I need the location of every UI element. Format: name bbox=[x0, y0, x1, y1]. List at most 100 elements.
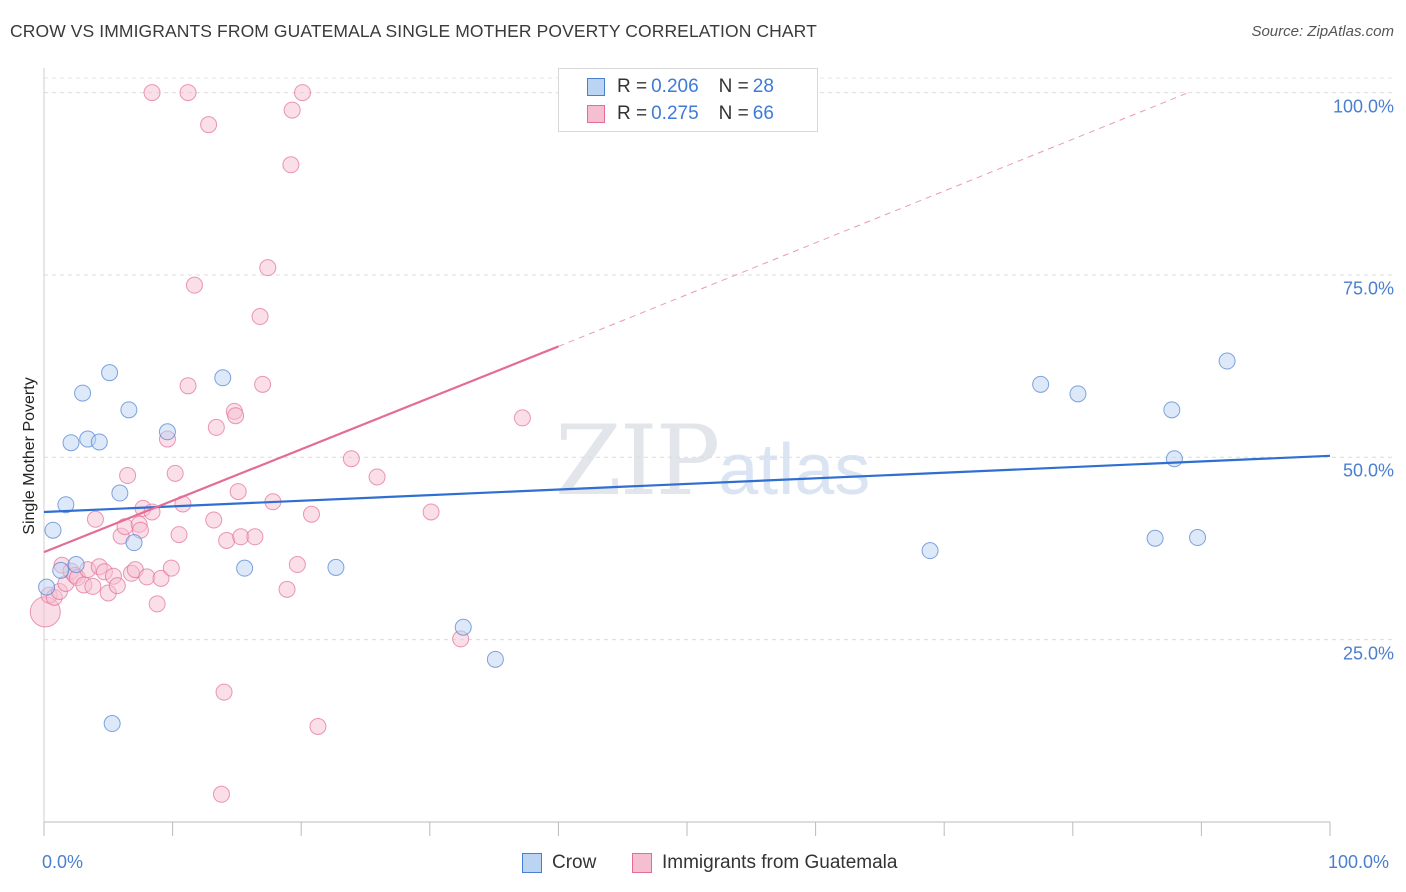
legend-crow-label: Crow bbox=[552, 852, 597, 873]
y-tick-label-2: 75.0% bbox=[1342, 278, 1394, 299]
guatemala-point-36 bbox=[185, 276, 203, 294]
guatemala-trend-line bbox=[43, 345, 559, 554]
guatemala-point-56 bbox=[288, 556, 306, 574]
guatemala-point-38 bbox=[200, 116, 218, 134]
legend-guatemala: Immigrants from Guatemala bbox=[632, 850, 897, 876]
guatemala-point-47 bbox=[232, 528, 250, 546]
crow-point-25 bbox=[1165, 450, 1183, 468]
legend-guatemala-swatch bbox=[632, 853, 652, 873]
crow-n-label: N = bbox=[718, 76, 749, 97]
guatemala-point-55 bbox=[283, 101, 301, 119]
legend-row-guatemala: R = 0.275 N = 66 bbox=[587, 102, 774, 126]
crow-point-19 bbox=[486, 650, 504, 668]
crow-r-label: R = bbox=[617, 76, 648, 97]
crow-point-20 bbox=[921, 542, 939, 560]
guatemala-point-45 bbox=[227, 407, 245, 425]
guatemala-point-51 bbox=[259, 259, 277, 277]
guatemala-point-58 bbox=[302, 505, 320, 523]
watermark-atlas: atlas bbox=[718, 430, 871, 510]
crow-point-24 bbox=[1163, 401, 1181, 419]
guatemala-point-62 bbox=[422, 503, 440, 521]
guatemala-point-12 bbox=[86, 510, 104, 528]
crow-point-14 bbox=[158, 423, 176, 441]
crow-point-8 bbox=[90, 433, 108, 451]
guatemala-point-32 bbox=[170, 526, 188, 544]
x-tick-max: 100.0% bbox=[1328, 852, 1390, 872]
guatemala-point-59 bbox=[309, 717, 327, 735]
watermark: ZIPatlas bbox=[555, 405, 870, 517]
guatemala-point-30 bbox=[162, 559, 180, 577]
guatemala-point-28 bbox=[152, 569, 170, 587]
crow-point-17 bbox=[327, 558, 345, 576]
crow-point-23 bbox=[1146, 529, 1164, 547]
guatemala-point-61 bbox=[368, 468, 386, 486]
guatemala-point-25 bbox=[138, 568, 156, 586]
guatemala-point-11 bbox=[84, 577, 102, 595]
crow-point-4 bbox=[62, 434, 80, 452]
crow-point-3 bbox=[57, 496, 75, 514]
guatemala-point-46 bbox=[229, 483, 247, 501]
guatemala-point-48 bbox=[246, 528, 264, 546]
watermark-zip: ZIP bbox=[555, 405, 720, 517]
guatemala-n-value: 66 bbox=[752, 103, 774, 124]
legend-guatemala-label: Immigrants from Guatemala bbox=[662, 852, 898, 873]
guatemala-point-39 bbox=[205, 511, 223, 529]
guatemala-point-41 bbox=[212, 785, 230, 803]
crow-point-15 bbox=[214, 369, 232, 387]
guatemala-point-53 bbox=[278, 580, 296, 598]
source-label: Source: ZipAtlas.com bbox=[1251, 23, 1394, 40]
guatemala-point-20 bbox=[119, 467, 137, 485]
guatemala-point-34 bbox=[143, 84, 161, 102]
y-axis-label: Single Mother Poverty bbox=[21, 377, 38, 535]
crow-point-0 bbox=[38, 578, 56, 596]
guatemala-point-49 bbox=[251, 308, 269, 326]
crow-point-27 bbox=[1218, 352, 1236, 370]
guatemala-point-50 bbox=[254, 375, 272, 393]
crow-swatch bbox=[587, 78, 605, 96]
crow-point-10 bbox=[103, 715, 121, 733]
crow-point-26 bbox=[1189, 529, 1207, 547]
guatemala-point-43 bbox=[218, 531, 236, 549]
crow-point-2 bbox=[52, 561, 70, 579]
guatemala-r-label: R = bbox=[617, 103, 648, 124]
guatemala-point-54 bbox=[282, 156, 300, 174]
crow-point-22 bbox=[1069, 385, 1087, 403]
y-tick-label-0: 25.0% bbox=[1342, 643, 1394, 664]
guatemala-n-label: N = bbox=[718, 103, 749, 124]
legend-row-crow: R = 0.206 N = 28 bbox=[587, 75, 774, 99]
guatemala-point-31 bbox=[166, 464, 184, 482]
guatemala-point-37 bbox=[179, 84, 197, 102]
guatemala-trend-extension bbox=[558, 92, 1189, 347]
y-tick-label-1: 50.0% bbox=[1342, 460, 1394, 481]
crow-n-value: 28 bbox=[752, 76, 774, 97]
guatemala-point-57 bbox=[293, 84, 311, 102]
crow-trend-line bbox=[43, 454, 1331, 514]
guatemala-point-60 bbox=[342, 450, 360, 468]
guatemala-point-40 bbox=[207, 418, 225, 436]
crow-point-13 bbox=[125, 534, 143, 552]
crow-point-9 bbox=[101, 364, 119, 382]
legend-crow-swatch bbox=[522, 853, 542, 873]
guatemala-point-35 bbox=[179, 377, 197, 395]
guatemala-swatch bbox=[587, 105, 605, 123]
x-tick-min: 0.0% bbox=[42, 852, 84, 872]
guatemala-point-27 bbox=[148, 595, 166, 613]
legend-crow: Crow bbox=[522, 850, 596, 876]
guatemala-point-42 bbox=[215, 683, 233, 701]
guatemala-r-value: 0.275 bbox=[651, 103, 699, 124]
crow-point-5 bbox=[67, 556, 85, 574]
crow-point-21 bbox=[1032, 375, 1050, 393]
crow-point-18 bbox=[454, 618, 472, 636]
guatemala-point-17 bbox=[108, 577, 126, 595]
y-tick-label-3: 100.0% bbox=[1332, 96, 1394, 117]
correlation-legend: R = 0.206 N = 28 R = 0.275 N = 66 bbox=[558, 68, 818, 132]
guatemala-point-64 bbox=[513, 409, 531, 427]
crow-point-1 bbox=[44, 521, 62, 539]
crow-r-value: 0.206 bbox=[651, 76, 699, 97]
crow-point-12 bbox=[120, 401, 138, 419]
crow-point-16 bbox=[236, 559, 254, 577]
crow-point-11 bbox=[111, 484, 129, 502]
crow-point-6 bbox=[74, 384, 92, 402]
chart-title: CROW VS IMMIGRANTS FROM GUATEMALA SINGLE… bbox=[10, 21, 817, 41]
